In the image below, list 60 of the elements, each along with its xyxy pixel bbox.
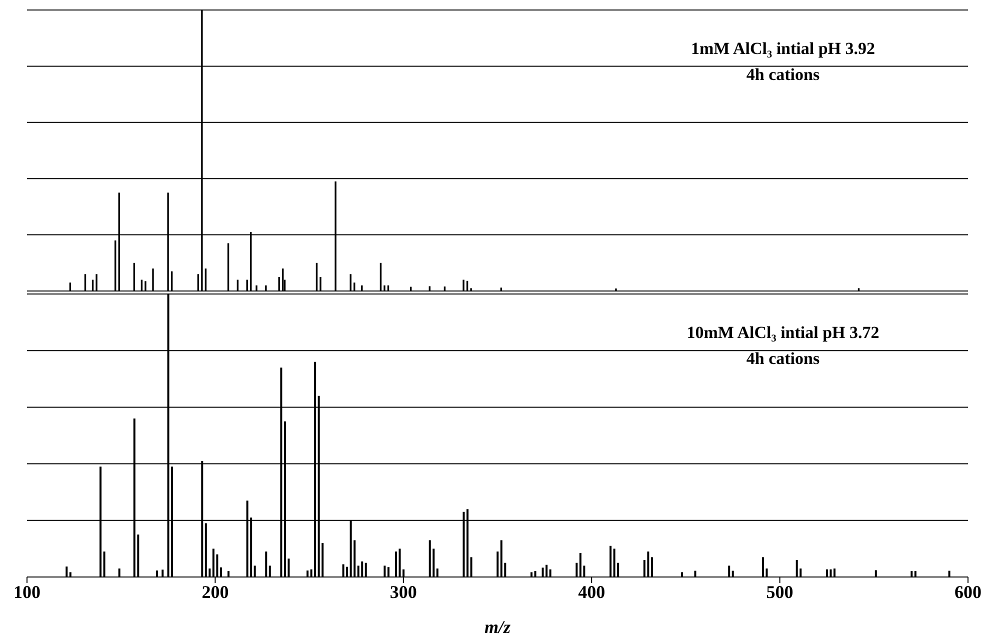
x-tick-label: 300 [390, 582, 417, 602]
bar [204, 523, 207, 577]
bar [428, 540, 431, 577]
text: 4h cations [745, 64, 821, 86]
bar [530, 572, 532, 577]
bar [579, 552, 582, 577]
bar [830, 569, 832, 577]
bar [914, 571, 916, 577]
bar [103, 552, 106, 577]
text: 4h cations [745, 348, 821, 370]
x-axis-title: m/z [484, 617, 511, 637]
bar [162, 570, 164, 577]
bar [357, 566, 360, 577]
bar [542, 568, 544, 577]
bar [874, 570, 877, 577]
bar [156, 570, 158, 577]
bar [220, 567, 222, 577]
bar [387, 567, 390, 577]
x-tick-label: 500 [766, 582, 794, 602]
bar [265, 552, 268, 577]
bar [118, 568, 120, 577]
bar [546, 564, 548, 577]
bar [910, 571, 913, 577]
bar [384, 566, 386, 577]
x-tick-label: 400 [578, 582, 606, 602]
bar [500, 540, 502, 577]
bar [394, 552, 397, 577]
bar [398, 548, 401, 577]
bar [681, 572, 684, 577]
bar [254, 566, 256, 577]
text: 10mM AlCl₃ intial pH 3.72 [686, 322, 880, 344]
bar [212, 548, 214, 577]
bar [762, 557, 764, 577]
bar [361, 561, 364, 577]
bar [306, 570, 309, 577]
bar [346, 566, 348, 577]
bar [470, 557, 472, 577]
bar [576, 562, 578, 577]
bar [436, 568, 438, 577]
bar [268, 566, 271, 577]
bar [227, 571, 230, 577]
bar [613, 548, 616, 577]
bar [549, 569, 552, 577]
bar [534, 571, 536, 577]
bar [647, 552, 650, 577]
bar [728, 566, 730, 577]
bar [796, 560, 798, 577]
x-tick-label: 600 [954, 582, 982, 602]
bar [364, 562, 367, 577]
bar [496, 552, 499, 577]
bar [650, 557, 653, 577]
x-tick-label: 200 [202, 582, 229, 602]
text: 1mM AlCl₃ intial pH 3.92 [690, 38, 876, 60]
bar [342, 564, 344, 577]
bar [833, 568, 836, 577]
bar [69, 572, 72, 577]
bar [66, 566, 68, 577]
bar [826, 569, 828, 577]
x-tick-label: 100 [14, 582, 40, 602]
bar [610, 546, 612, 577]
